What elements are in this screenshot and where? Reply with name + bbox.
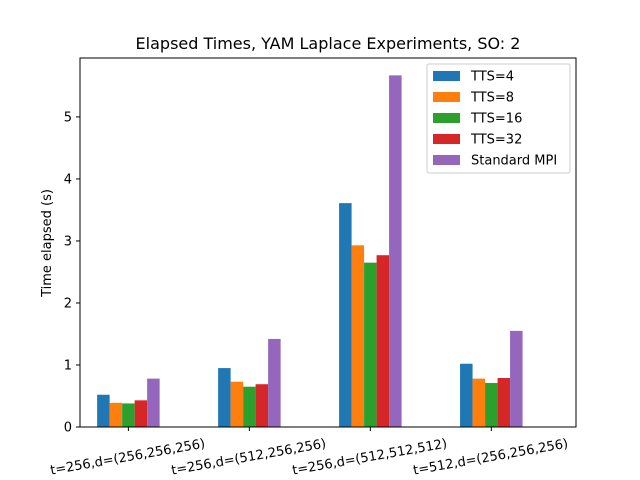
bar-tts-8-4	[472, 378, 486, 427]
legend-swatch	[433, 155, 460, 165]
plot-frame	[79, 57, 577, 428]
legend-label: TTS=8	[470, 91, 514, 106]
bar-tts-4-2	[218, 368, 231, 427]
bar-standard-mpi-4	[510, 330, 523, 427]
legend-label: Standard MPI	[471, 154, 557, 169]
legend-box	[426, 63, 571, 174]
bar-tts-32-1	[134, 400, 148, 427]
bar-tts-16-2	[243, 386, 256, 427]
y-tick-label: 2	[64, 296, 72, 311]
bar-tts-16-4	[485, 382, 498, 427]
bar-tts-8-1	[109, 402, 123, 427]
bar-standard-mpi-3	[389, 75, 402, 428]
bar-tts-16-1	[122, 403, 135, 427]
bar-standard-mpi-1	[147, 378, 160, 427]
legend-label: TTS=32	[470, 133, 522, 148]
y-tick-label: 3	[64, 234, 72, 249]
legend-label: TTS=4	[470, 70, 514, 85]
bar-tts-4-4	[460, 363, 473, 427]
y-tick-label: 0	[64, 421, 72, 436]
bar-tts-32-4	[497, 378, 511, 427]
y-tick-label: 1	[64, 358, 72, 373]
bar-tts-8-3	[351, 245, 365, 427]
legend-swatch	[433, 134, 460, 144]
legend-label: TTS=16	[470, 112, 522, 127]
bars-group	[97, 75, 523, 428]
bar-tts-32-2	[255, 384, 269, 427]
legend-swatch	[433, 113, 460, 123]
y-axis-label: Time elapsed (s)	[40, 189, 55, 298]
bar-tts-32-3	[376, 255, 390, 427]
legend: TTS=4 TTS=8 TTS=16 TTS=32 Standard MPI	[426, 63, 571, 174]
bar-tts-16-3	[364, 262, 377, 427]
y-tick-label: 4	[64, 172, 72, 187]
legend-swatch	[433, 71, 460, 81]
chart-title: Elapsed Times, YAM Laplace Experiments, …	[136, 34, 521, 53]
bar-standard-mpi-2	[268, 338, 281, 427]
bar-tts-8-2	[230, 381, 244, 427]
bar-tts-4-3	[339, 203, 352, 427]
bar-tts-4-1	[97, 394, 110, 427]
y-tick-label: 5	[64, 110, 72, 125]
legend-swatch	[433, 92, 460, 102]
